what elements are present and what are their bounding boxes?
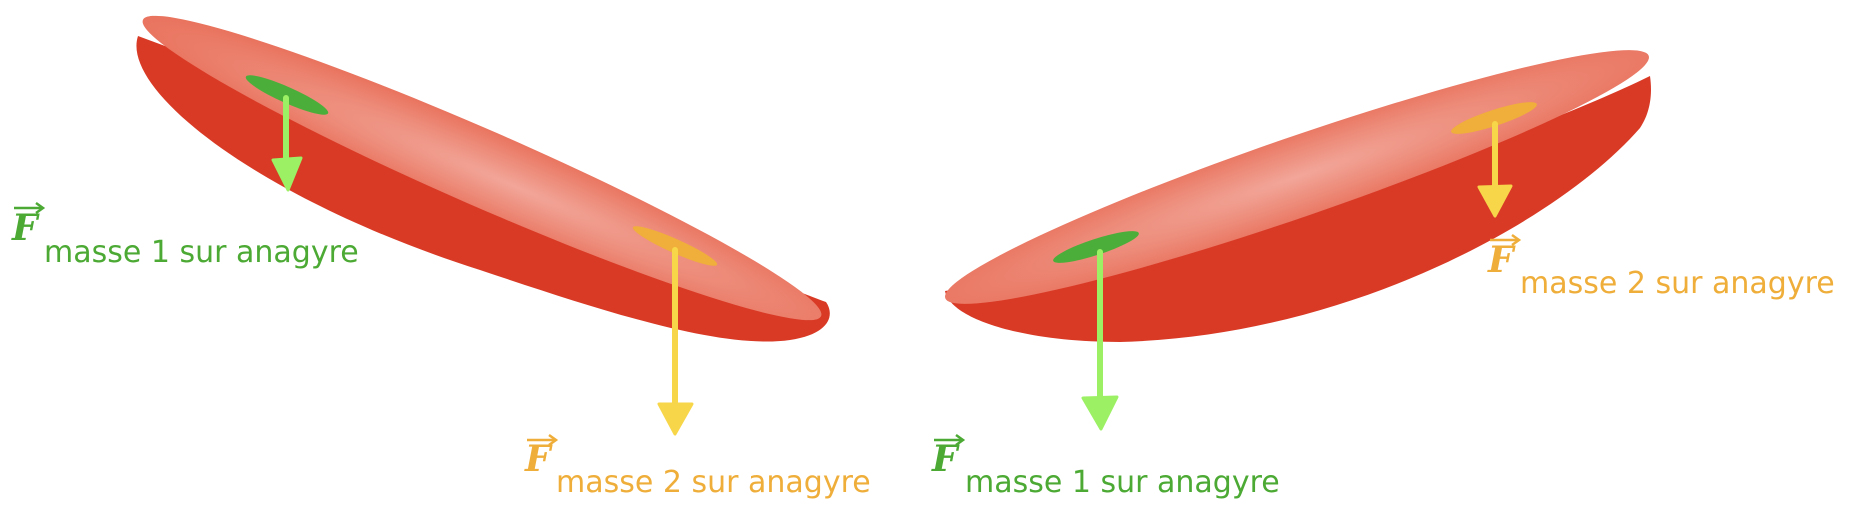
label-text: masse 1 sur anagyre xyxy=(965,465,1280,500)
label-text: masse 2 sur anagyre xyxy=(556,465,871,500)
right-mass-2 xyxy=(1451,102,1537,134)
right-mass-1 xyxy=(1053,231,1139,263)
vector-symbol: F xyxy=(11,207,40,249)
left-force-arrow-mass-1 xyxy=(271,95,303,192)
vector-arrow-icon xyxy=(14,201,46,215)
left-force-arrow-mass-2 xyxy=(657,247,694,436)
vector-symbol: F xyxy=(1487,239,1516,281)
label-text: masse 1 sur anagyre xyxy=(44,235,359,270)
right-anagyre xyxy=(945,50,1651,431)
vector-arrow-icon xyxy=(527,433,559,447)
label-text: masse 2 sur anagyre xyxy=(1520,266,1835,301)
vector-symbol: F xyxy=(524,438,553,480)
vector-arrow-icon xyxy=(1490,233,1522,247)
left-anagyre-top xyxy=(142,15,822,321)
label-left-mass-2: F masse 2 sur anagyre xyxy=(524,433,871,500)
label-left-mass-1: F masse 1 sur anagyre xyxy=(11,201,359,270)
vector-symbol: F xyxy=(931,438,960,480)
right-force-arrow-mass-1 xyxy=(1081,249,1119,431)
left-mass-1 xyxy=(245,75,329,115)
left-mass-2 xyxy=(632,226,718,266)
right-force-arrow-mass-2 xyxy=(1477,121,1513,218)
label-right-mass-2: F masse 2 sur anagyre xyxy=(1487,233,1835,301)
left-anagyre xyxy=(136,15,830,436)
label-right-mass-1: F masse 1 sur anagyre xyxy=(931,433,1280,500)
vector-arrow-icon xyxy=(934,433,966,447)
